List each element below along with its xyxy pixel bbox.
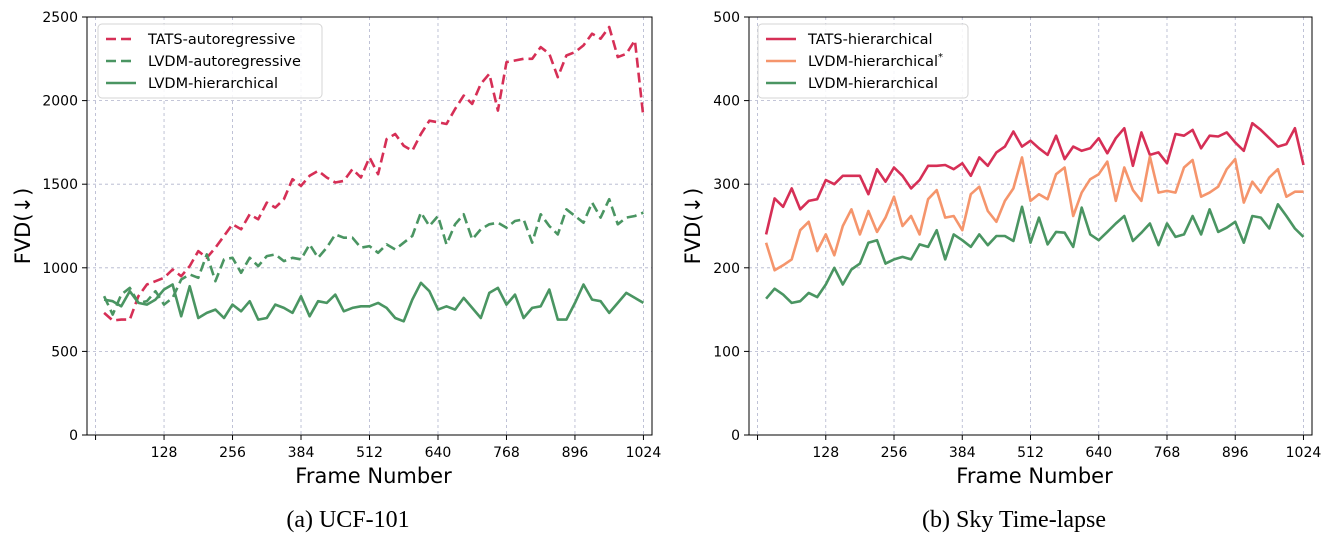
- y-tick-label: 1500: [42, 177, 78, 193]
- legend: TATS-hierarchical LVDM-hierarchical* LVDM-…: [757, 23, 969, 99]
- legend-label: LVDM-hierarchical: [148, 76, 278, 92]
- y-tick-label: 500: [713, 10, 740, 26]
- x-tick-label: 256: [219, 445, 246, 461]
- x-tick-label: 640: [1085, 445, 1112, 461]
- legend-label: TATS-hierarchical: [807, 32, 933, 48]
- panel-caption: (a) UCF-101: [286, 507, 409, 533]
- chart-panel-1: 128 256 384 512 640 768 896 1024 0 500 1000 1500 200…: [11, 10, 661, 533]
- x-tick-label: 768: [1154, 445, 1181, 461]
- x-tick-label: 128: [151, 445, 178, 461]
- y-tick-label: 2500: [42, 10, 78, 26]
- series-line-3: [765, 203, 1305, 305]
- x-axis-title: Frame Number: [956, 464, 1113, 488]
- y-axis-title: FVD(↓): [11, 188, 35, 265]
- series-line-2: [102, 197, 644, 316]
- legend-label: TATS-autoregressive: [147, 32, 296, 48]
- x-tick-label: 384: [949, 445, 976, 461]
- x-tick-label: 512: [1017, 445, 1044, 461]
- x-tick-label: 128: [812, 445, 839, 461]
- x-tick-label: 640: [425, 445, 452, 461]
- series-line-1: [764, 121, 1305, 235]
- series-line-3: [103, 281, 645, 323]
- x-axis-title: Frame Number: [295, 464, 452, 488]
- panel-caption: (b) Sky Time-lapse: [922, 507, 1106, 533]
- y-axis-title: FVD(↓): [681, 188, 705, 265]
- series-line-2: [764, 155, 1304, 272]
- x-tick-label: 896: [1222, 445, 1249, 461]
- y-tick-label: 2000: [42, 94, 78, 110]
- x-tick-label: 1024: [1286, 445, 1322, 461]
- x-tick-label: 1024: [626, 445, 662, 461]
- y-tick-label: 400: [713, 94, 740, 110]
- x-tick-label: 768: [493, 445, 520, 461]
- legend-box: [757, 23, 969, 99]
- y-tick-label: 0: [731, 428, 740, 444]
- series-line-1: [103, 25, 645, 322]
- y-tick-label: 300: [713, 177, 740, 193]
- y-tick-label: 500: [51, 344, 78, 360]
- chart-panel-2: 128 256 384 512 640 768 896 1024 0 100 200 300 400 50…: [681, 10, 1321, 533]
- legend-label: LVDM-hierarchical: [808, 76, 938, 92]
- x-tick-label: 384: [288, 445, 315, 461]
- y-tick-label: 100: [713, 344, 740, 360]
- y-tick-label: 0: [69, 428, 78, 444]
- y-tick-label: 1000: [42, 261, 78, 277]
- x-tick-label: 896: [562, 445, 589, 461]
- legend-box: [97, 23, 323, 99]
- legend-label: LVDM-hierarchical*: [808, 52, 943, 70]
- legend: TATS-autoregressive LVDM-autoregressive LV…: [97, 23, 323, 99]
- x-tick-label: 512: [356, 445, 383, 461]
- x-tick-label: 256: [881, 445, 908, 461]
- y-tick-label: 200: [713, 261, 740, 277]
- legend-label: LVDM-autoregressive: [148, 54, 301, 70]
